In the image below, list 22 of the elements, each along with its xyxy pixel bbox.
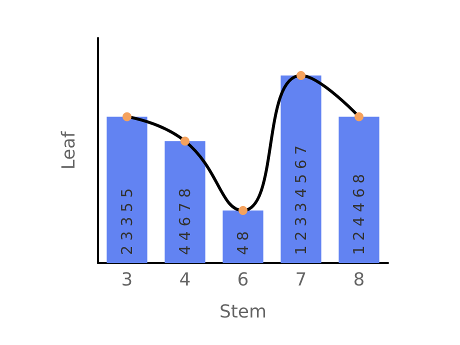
bar (164, 141, 206, 263)
bar (280, 76, 322, 263)
point (122, 112, 132, 122)
x-axis-title: Stem (219, 302, 267, 322)
point (296, 71, 306, 80)
x-tick-label: 4 (179, 270, 191, 290)
annotation: 1 2 3 3 4 5 6 7 (292, 145, 310, 255)
x-tick-label: 6 (237, 270, 249, 290)
x-tick-label: 3 (121, 270, 133, 290)
point (354, 112, 364, 122)
annotation: 2 3 3 5 5 (118, 188, 136, 255)
bar (106, 116, 148, 263)
point (238, 206, 248, 215)
annotation: 4 8 (234, 231, 252, 255)
annotation: 4 4 6 7 8 (176, 188, 194, 255)
bar (338, 116, 380, 263)
y-axis-title: Leaf (58, 130, 80, 170)
bar (222, 210, 264, 263)
x-tick-label: 7 (295, 270, 307, 290)
annotation: 1 2 4 4 6 8 (350, 174, 368, 255)
point (180, 136, 190, 146)
x-tick-label: 8 (353, 270, 365, 290)
